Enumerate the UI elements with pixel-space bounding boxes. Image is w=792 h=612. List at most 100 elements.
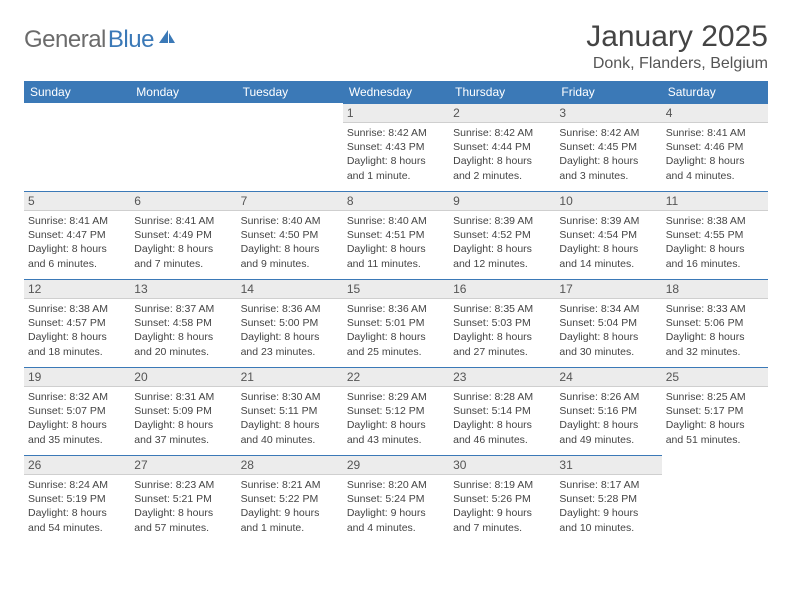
sunrise-text: Sunrise: 8:36 AM	[241, 302, 339, 316]
sunset-text: Sunset: 5:03 PM	[453, 316, 551, 330]
day-detail: Sunrise: 8:20 AMSunset: 5:24 PMDaylight:…	[343, 475, 449, 535]
sunrise-text: Sunrise: 8:41 AM	[28, 214, 126, 228]
sunset-text: Sunset: 4:52 PM	[453, 228, 551, 242]
day-detail: Sunrise: 8:38 AMSunset: 4:55 PMDaylight:…	[662, 211, 768, 271]
weekday-friday: Friday	[555, 81, 661, 103]
sunrise-text: Sunrise: 8:42 AM	[453, 126, 551, 140]
sunset-text: Sunset: 5:24 PM	[347, 492, 445, 506]
daylight-text: Daylight: 8 hours and 40 minutes.	[241, 418, 339, 446]
day-detail: Sunrise: 8:21 AMSunset: 5:22 PMDaylight:…	[237, 475, 343, 535]
day-number: 12	[24, 279, 130, 299]
month-title: January 2025	[586, 20, 768, 53]
calendar-cell: 23Sunrise: 8:28 AMSunset: 5:14 PMDayligh…	[449, 367, 555, 455]
sunrise-text: Sunrise: 8:17 AM	[559, 478, 657, 492]
calendar-cell: 22Sunrise: 8:29 AMSunset: 5:12 PMDayligh…	[343, 367, 449, 455]
sunrise-text: Sunrise: 8:40 AM	[241, 214, 339, 228]
day-detail: Sunrise: 8:41 AMSunset: 4:49 PMDaylight:…	[130, 211, 236, 271]
day-number: 2	[449, 103, 555, 123]
calendar-page: GeneralBlue January 2025 Donk, Flanders,…	[0, 0, 792, 563]
sunset-text: Sunset: 4:44 PM	[453, 140, 551, 154]
sunset-text: Sunset: 5:22 PM	[241, 492, 339, 506]
day-number: 27	[130, 455, 236, 475]
sunrise-text: Sunrise: 8:38 AM	[666, 214, 764, 228]
calendar-cell: 4Sunrise: 8:41 AMSunset: 4:46 PMDaylight…	[662, 103, 768, 191]
sunset-text: Sunset: 4:49 PM	[134, 228, 232, 242]
calendar-cell: 26Sunrise: 8:24 AMSunset: 5:19 PMDayligh…	[24, 455, 130, 543]
calendar-cell	[662, 455, 768, 543]
daylight-text: Daylight: 9 hours and 7 minutes.	[453, 506, 551, 534]
day-number: 19	[24, 367, 130, 387]
day-detail: Sunrise: 8:40 AMSunset: 4:50 PMDaylight:…	[237, 211, 343, 271]
day-detail: Sunrise: 8:28 AMSunset: 5:14 PMDaylight:…	[449, 387, 555, 447]
sunrise-text: Sunrise: 8:39 AM	[453, 214, 551, 228]
logo-text-blue: Blue	[108, 26, 154, 54]
sunset-text: Sunset: 5:09 PM	[134, 404, 232, 418]
title-block: January 2025 Donk, Flanders, Belgium	[586, 20, 768, 73]
day-number: 13	[130, 279, 236, 299]
sunset-text: Sunset: 4:43 PM	[347, 140, 445, 154]
day-detail	[24, 122, 130, 125]
sunrise-text: Sunrise: 8:28 AM	[453, 390, 551, 404]
sunset-text: Sunset: 5:28 PM	[559, 492, 657, 506]
daylight-text: Daylight: 8 hours and 43 minutes.	[347, 418, 445, 446]
sunrise-text: Sunrise: 8:41 AM	[134, 214, 232, 228]
weekday-saturday: Saturday	[662, 81, 768, 103]
day-detail: Sunrise: 8:39 AMSunset: 4:52 PMDaylight:…	[449, 211, 555, 271]
sunset-text: Sunset: 5:06 PM	[666, 316, 764, 330]
sunrise-text: Sunrise: 8:42 AM	[347, 126, 445, 140]
day-detail: Sunrise: 8:32 AMSunset: 5:07 PMDaylight:…	[24, 387, 130, 447]
sunset-text: Sunset: 5:16 PM	[559, 404, 657, 418]
calendar-cell: 11Sunrise: 8:38 AMSunset: 4:55 PMDayligh…	[662, 191, 768, 279]
calendar-cell	[130, 103, 236, 191]
daylight-text: Daylight: 8 hours and 12 minutes.	[453, 242, 551, 270]
day-number: 29	[343, 455, 449, 475]
calendar-cell: 13Sunrise: 8:37 AMSunset: 4:58 PMDayligh…	[130, 279, 236, 367]
daylight-text: Daylight: 8 hours and 37 minutes.	[134, 418, 232, 446]
day-number: 1	[343, 103, 449, 123]
day-number: 3	[555, 103, 661, 123]
day-detail: Sunrise: 8:17 AMSunset: 5:28 PMDaylight:…	[555, 475, 661, 535]
weekday-header-row: Sunday Monday Tuesday Wednesday Thursday…	[24, 81, 768, 103]
calendar-cell: 7Sunrise: 8:40 AMSunset: 4:50 PMDaylight…	[237, 191, 343, 279]
calendar-cell: 27Sunrise: 8:23 AMSunset: 5:21 PMDayligh…	[130, 455, 236, 543]
calendar-cell: 29Sunrise: 8:20 AMSunset: 5:24 PMDayligh…	[343, 455, 449, 543]
daylight-text: Daylight: 8 hours and 46 minutes.	[453, 418, 551, 446]
calendar-cell	[24, 103, 130, 191]
daylight-text: Daylight: 8 hours and 11 minutes.	[347, 242, 445, 270]
location-text: Donk, Flanders, Belgium	[586, 55, 768, 73]
sunrise-text: Sunrise: 8:24 AM	[28, 478, 126, 492]
calendar-cell: 31Sunrise: 8:17 AMSunset: 5:28 PMDayligh…	[555, 455, 661, 543]
daylight-text: Daylight: 9 hours and 1 minute.	[241, 506, 339, 534]
sunrise-text: Sunrise: 8:30 AM	[241, 390, 339, 404]
day-number: 28	[237, 455, 343, 475]
day-number: 31	[555, 455, 661, 475]
day-number: 24	[555, 367, 661, 387]
sunset-text: Sunset: 5:21 PM	[134, 492, 232, 506]
calendar-body: 1Sunrise: 8:42 AMSunset: 4:43 PMDaylight…	[24, 103, 768, 543]
daylight-text: Daylight: 8 hours and 23 minutes.	[241, 330, 339, 358]
daylight-text: Daylight: 8 hours and 49 minutes.	[559, 418, 657, 446]
day-detail: Sunrise: 8:40 AMSunset: 4:51 PMDaylight:…	[343, 211, 449, 271]
sunset-text: Sunset: 5:11 PM	[241, 404, 339, 418]
day-number: 23	[449, 367, 555, 387]
day-detail: Sunrise: 8:35 AMSunset: 5:03 PMDaylight:…	[449, 299, 555, 359]
calendar-cell: 16Sunrise: 8:35 AMSunset: 5:03 PMDayligh…	[449, 279, 555, 367]
calendar-cell: 20Sunrise: 8:31 AMSunset: 5:09 PMDayligh…	[130, 367, 236, 455]
day-detail: Sunrise: 8:23 AMSunset: 5:21 PMDaylight:…	[130, 475, 236, 535]
daylight-text: Daylight: 8 hours and 57 minutes.	[134, 506, 232, 534]
day-number: 9	[449, 191, 555, 211]
sunrise-text: Sunrise: 8:19 AM	[453, 478, 551, 492]
sunrise-text: Sunrise: 8:37 AM	[134, 302, 232, 316]
day-detail	[237, 122, 343, 125]
calendar-cell: 8Sunrise: 8:40 AMSunset: 4:51 PMDaylight…	[343, 191, 449, 279]
calendar-week-row: 19Sunrise: 8:32 AMSunset: 5:07 PMDayligh…	[24, 367, 768, 455]
day-number: 10	[555, 191, 661, 211]
daylight-text: Daylight: 8 hours and 9 minutes.	[241, 242, 339, 270]
daylight-text: Daylight: 8 hours and 30 minutes.	[559, 330, 657, 358]
calendar-table: Sunday Monday Tuesday Wednesday Thursday…	[24, 81, 768, 543]
calendar-cell: 15Sunrise: 8:36 AMSunset: 5:01 PMDayligh…	[343, 279, 449, 367]
daylight-text: Daylight: 8 hours and 25 minutes.	[347, 330, 445, 358]
calendar-cell: 6Sunrise: 8:41 AMSunset: 4:49 PMDaylight…	[130, 191, 236, 279]
sunrise-text: Sunrise: 8:20 AM	[347, 478, 445, 492]
daylight-text: Daylight: 8 hours and 3 minutes.	[559, 154, 657, 182]
